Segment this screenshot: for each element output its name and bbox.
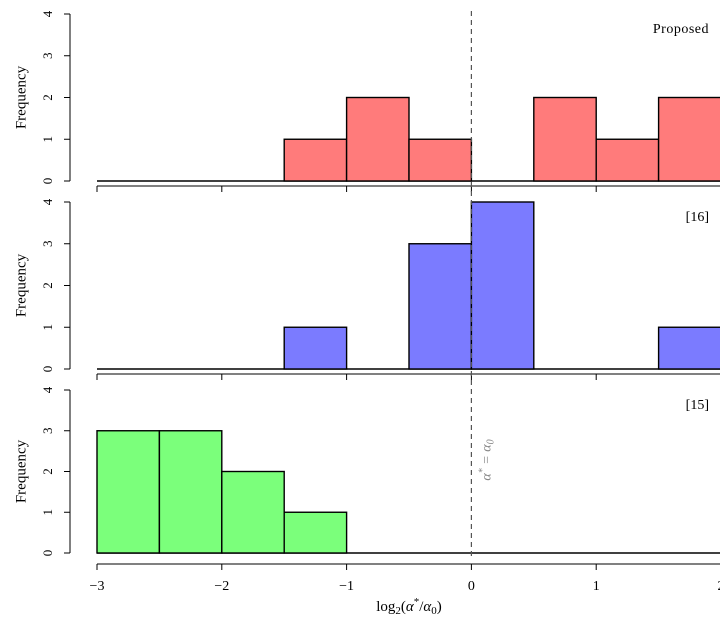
histogram-bar	[595, 138, 660, 182]
y-axis-label: Frequency	[13, 65, 29, 129]
x-tick-label: −2	[214, 579, 229, 594]
panel-1: 0 1 2 3 4 Frequency Proposed	[13, 10, 720, 192]
x-tick-label: 0	[468, 579, 475, 594]
histogram-bar	[158, 430, 223, 554]
y-tick-label: 2	[40, 468, 55, 475]
y-tick-label: 3	[40, 241, 55, 248]
x-tick-label: 2	[718, 579, 720, 594]
reference-line-label: α* = α0	[477, 439, 496, 480]
histogram-bar	[408, 243, 473, 370]
y-tick-label: 4	[40, 10, 55, 17]
histogram-bar	[283, 138, 348, 182]
histogram-bar	[470, 201, 535, 370]
histogram-bar	[221, 470, 285, 554]
histogram-bar	[657, 96, 720, 182]
panel-2: 0 1 2 3 4 Frequency [16]	[13, 198, 720, 380]
y-axis-label: Frequency	[13, 439, 29, 503]
y-axis-label: Frequency	[13, 253, 29, 317]
x-tick-label: −3	[90, 579, 105, 594]
histogram-bar	[408, 138, 473, 182]
panel-label: [15]	[686, 398, 709, 413]
y-tick-label: 3	[40, 428, 55, 435]
y-tick-label: 0	[40, 178, 55, 185]
histogram-bar	[657, 326, 720, 370]
y-tick-label: 0	[40, 366, 55, 373]
y-tick-label: 1	[40, 509, 55, 516]
panel-label: [16]	[686, 210, 709, 225]
histogram-bar	[533, 96, 597, 182]
y-tick-label: 1	[40, 136, 55, 143]
panel-3: 0 1 2 3 4 Frequency [15] −3 −2 −1 0 1 2	[13, 386, 720, 594]
x-tick-label: −1	[339, 579, 354, 594]
y-tick-label: 2	[40, 94, 55, 101]
histogram-bar	[283, 326, 348, 370]
histogram-bar	[96, 430, 161, 554]
y-tick-label: 0	[40, 550, 55, 557]
histogram-bar	[283, 511, 348, 554]
x-axis-label: log2(α*/α0)	[376, 596, 442, 617]
histogram-bar	[345, 96, 410, 182]
y-tick-label: 2	[40, 282, 55, 289]
x-tick-label: 1	[593, 579, 600, 594]
y-tick-label: 3	[40, 53, 55, 60]
y-tick-label: 4	[40, 386, 55, 393]
panel-label: Proposed	[653, 22, 709, 37]
y-tick-label: 4	[40, 198, 55, 205]
y-tick-label: 1	[40, 324, 55, 331]
